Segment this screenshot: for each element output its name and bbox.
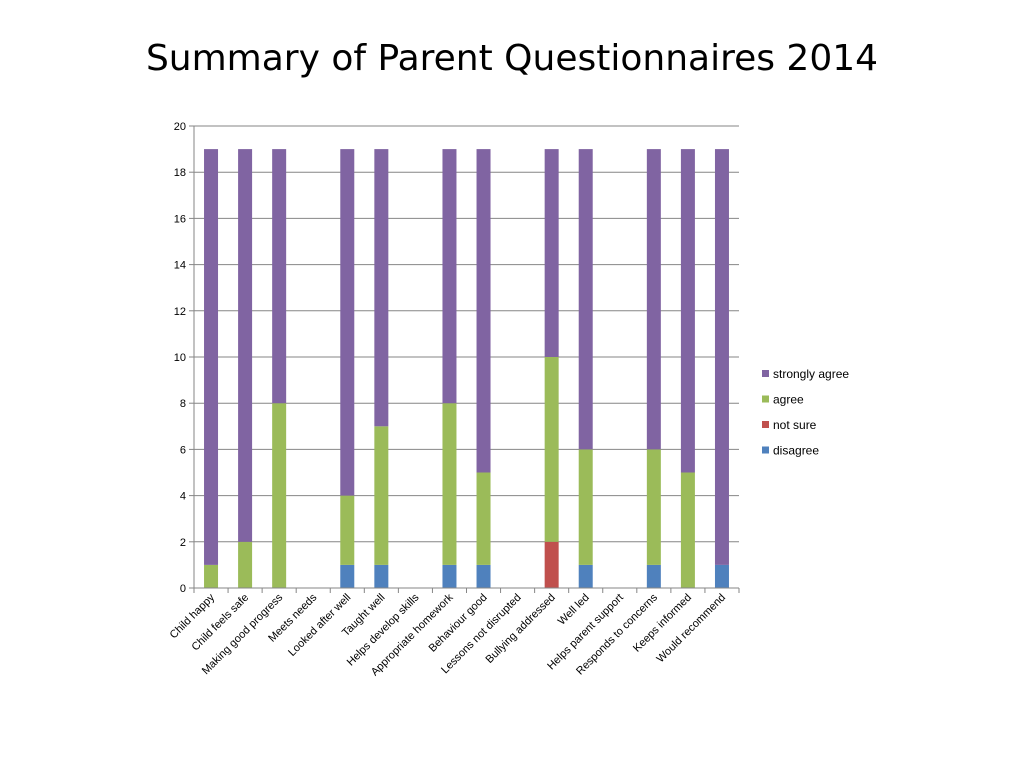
- legend-label: strongly agree: [773, 367, 849, 381]
- bar-segment-agree: [238, 541, 253, 588]
- legend-swatch: [762, 446, 769, 454]
- axes: [189, 125, 740, 593]
- bar-segment-disagree: [340, 564, 355, 588]
- bar-segment-strongly-agree: [714, 149, 729, 565]
- bar-segment-disagree: [646, 564, 661, 588]
- bar-segment-agree: [374, 426, 389, 565]
- legend-label: agree: [773, 393, 804, 407]
- bar-segment-agree: [680, 472, 695, 588]
- bar-segment-strongly-agree: [272, 149, 287, 404]
- bar-segment-disagree: [714, 564, 729, 588]
- bar-segment-disagree: [476, 564, 491, 588]
- legend-swatch: [762, 395, 769, 403]
- y-tick-labels: 0 2 4 6 8 10 12 14 16 18 20: [174, 121, 186, 595]
- y-tick-label: 0: [180, 583, 186, 595]
- y-tick-label: 18: [174, 167, 186, 179]
- bar-segment-agree: [204, 564, 219, 588]
- y-tick-label: 2: [180, 537, 186, 549]
- y-tick-label: 8: [180, 398, 186, 410]
- y-tick-label: 12: [174, 306, 186, 318]
- bar-segment-agree: [544, 357, 559, 542]
- category-label: Behaviour good: [427, 592, 490, 655]
- bar-segment-strongly-agree: [476, 149, 491, 473]
- bar-segment-disagree: [578, 564, 593, 588]
- bar-segment-disagree: [374, 564, 389, 588]
- slide-title: Summary of Parent Questionnaires 2014: [145, 38, 879, 79]
- bar-segment-strongly-agree: [340, 149, 355, 496]
- bar-segment-agree: [578, 449, 593, 565]
- bar-segment-not-sure: [544, 541, 559, 588]
- y-tick-label: 20: [174, 121, 186, 133]
- bar-segment-strongly-agree: [544, 149, 559, 357]
- bar-segment-agree: [646, 449, 661, 565]
- legend-swatch: [762, 421, 769, 428]
- y-tick-label: 4: [180, 491, 186, 503]
- bar-segment-agree: [272, 403, 287, 588]
- y-tick-label: 14: [174, 260, 186, 272]
- bar-segment-strongly-agree: [204, 149, 219, 565]
- y-tick-label: 10: [174, 352, 186, 364]
- bar-segment-strongly-agree: [442, 149, 457, 404]
- bar-segment-agree: [442, 403, 457, 565]
- bar-segment-strongly-agree: [238, 149, 253, 542]
- bar-segment-disagree: [442, 564, 457, 588]
- bar-segment-strongly-agree: [646, 149, 661, 450]
- bar-segment-strongly-agree: [374, 149, 389, 427]
- bar-segment-agree: [476, 472, 491, 565]
- bar-segment-strongly-agree: [578, 149, 593, 450]
- y-tick-label: 6: [180, 444, 186, 456]
- bar-segment-strongly-agree: [680, 149, 695, 473]
- bar-segment-agree: [340, 495, 355, 565]
- legend-label: not sure: [773, 418, 817, 432]
- legend-swatch: [762, 370, 769, 377]
- legend-label: disagree: [773, 444, 819, 458]
- y-tick-label: 16: [174, 213, 186, 225]
- bars: [204, 149, 729, 588]
- category-label: Keeps informed: [631, 592, 694, 655]
- category-label: Looked after well: [286, 592, 353, 659]
- legend: strongly agree agree not sure disagree: [762, 367, 849, 458]
